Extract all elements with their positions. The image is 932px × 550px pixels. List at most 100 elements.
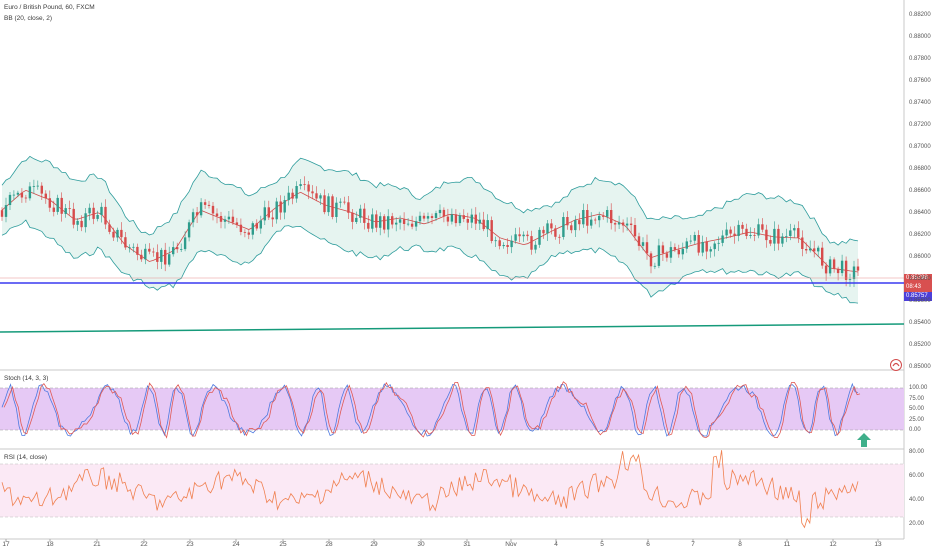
candle-body xyxy=(351,212,354,222)
candle-body xyxy=(259,220,262,229)
candle-body xyxy=(375,214,378,228)
candle-body xyxy=(64,208,67,214)
candle-body xyxy=(414,221,418,227)
candle-body xyxy=(387,216,390,230)
candle-body xyxy=(36,185,39,187)
time-tick: 6 xyxy=(646,541,650,548)
candle-body xyxy=(223,219,227,222)
candle-body xyxy=(574,220,577,231)
candle-body xyxy=(279,201,282,213)
time-tick: 30 xyxy=(417,541,425,548)
candle-body xyxy=(136,246,139,255)
candle-body xyxy=(458,215,462,224)
candle-body xyxy=(203,202,207,205)
candle-body xyxy=(211,205,215,214)
price-tick: 0.88000 xyxy=(909,34,931,40)
candle-body xyxy=(558,236,561,238)
candle-body xyxy=(160,249,163,262)
candle-body xyxy=(164,249,167,265)
candle-body xyxy=(251,223,254,235)
candle-body xyxy=(785,236,788,237)
stoch-tick: 100.00 xyxy=(909,385,928,391)
candle-body xyxy=(478,219,481,224)
price-tick: 0.86200 xyxy=(909,232,931,238)
candle-body xyxy=(52,207,55,212)
candle-body xyxy=(590,219,593,226)
bollinger-upper-line xyxy=(1,155,859,246)
candle-body xyxy=(311,191,314,194)
candle-body xyxy=(442,209,446,217)
candle-body xyxy=(363,208,366,223)
candle-body xyxy=(227,216,231,220)
candle-body xyxy=(506,245,509,247)
candle-body xyxy=(295,186,298,199)
candle-body xyxy=(60,197,63,214)
time-tick: 11 xyxy=(783,541,791,548)
candle-body xyxy=(418,215,422,222)
candle-body xyxy=(717,242,720,244)
stoch-band-bg xyxy=(0,388,904,430)
candle-body xyxy=(801,237,804,249)
rsi-line xyxy=(1,450,859,529)
candle-body xyxy=(817,247,820,252)
candle-body xyxy=(327,196,330,213)
candle-body xyxy=(578,220,581,225)
candle-body xyxy=(824,265,828,274)
up-arrow-icon[interactable] xyxy=(856,432,872,448)
candle-body xyxy=(490,220,493,241)
price-tick: 0.86000 xyxy=(909,254,931,260)
candle-body xyxy=(275,201,278,220)
candle-body xyxy=(156,252,159,262)
candle-body xyxy=(56,197,59,212)
tradingview-badge-icon[interactable] xyxy=(890,359,902,371)
candle-body xyxy=(263,207,266,221)
trend-line xyxy=(0,323,905,333)
candle-body xyxy=(450,214,454,222)
candle-body xyxy=(180,249,183,250)
time-tick: 12 xyxy=(829,541,837,548)
candle-body xyxy=(438,209,442,214)
candle-body xyxy=(8,194,12,205)
candle-body xyxy=(335,202,338,217)
candle-body xyxy=(598,215,601,221)
price-tick: 0.85600 xyxy=(909,298,931,304)
candle-body xyxy=(267,207,270,218)
candle-body xyxy=(749,235,752,236)
rsi-tick: 60.00 xyxy=(909,473,925,479)
candle-body xyxy=(649,253,653,267)
stoch-tick: 50.00 xyxy=(909,406,925,412)
rsi-tick: 20.00 xyxy=(909,521,925,527)
candle-body xyxy=(546,223,549,234)
price-tick: 0.86400 xyxy=(909,210,931,216)
price-tick: 0.88200 xyxy=(909,12,931,18)
candle-body xyxy=(617,222,621,225)
candle-body xyxy=(434,213,438,218)
candle-body xyxy=(307,184,310,192)
candle-body xyxy=(124,237,127,248)
candle-body xyxy=(191,212,195,223)
candle-body xyxy=(625,223,629,226)
bb-title: BB (20, close, 2) xyxy=(4,15,53,22)
candle-body xyxy=(80,220,83,228)
candle-body xyxy=(88,207,91,214)
candle-body xyxy=(255,223,258,229)
candle-body xyxy=(586,210,589,226)
price-tick: 0.87600 xyxy=(909,78,931,84)
candle-body xyxy=(406,223,410,225)
price-tick: 0.86600 xyxy=(909,188,931,194)
candle-body xyxy=(610,210,613,224)
candle-body xyxy=(486,220,489,230)
candle-body xyxy=(402,219,406,224)
stoch-title: Stoch (14, 3, 3) xyxy=(4,375,49,382)
candle-body xyxy=(797,228,800,238)
candle-body xyxy=(729,229,732,234)
candle-body xyxy=(235,222,239,225)
candle-body xyxy=(582,210,585,225)
candle-body xyxy=(172,247,175,255)
candle-body xyxy=(20,192,24,198)
candle-body xyxy=(633,225,637,237)
candle-body xyxy=(769,240,772,244)
candle-body xyxy=(530,236,533,250)
candle-body xyxy=(40,185,43,194)
